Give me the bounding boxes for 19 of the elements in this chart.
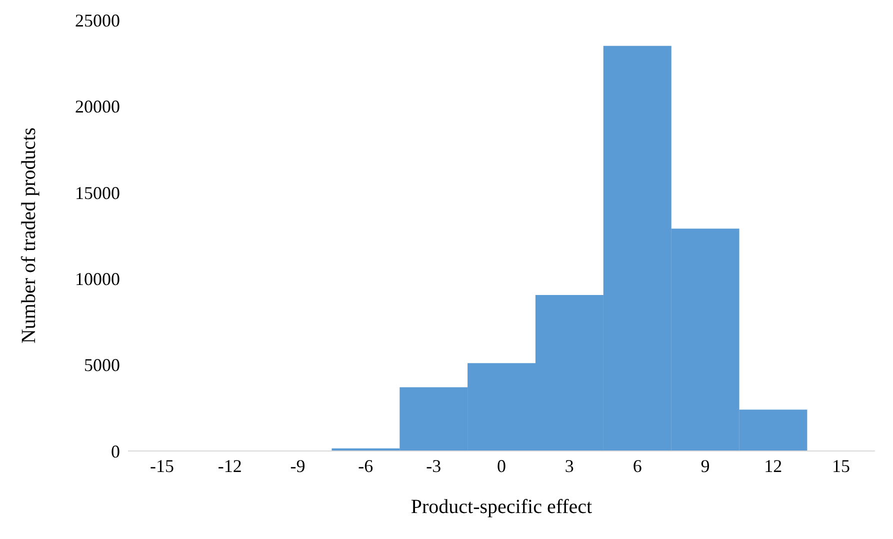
x-tick-label: 12 xyxy=(764,456,782,476)
x-tick-label: -15 xyxy=(150,456,174,476)
x-tick-label: 3 xyxy=(564,456,574,476)
y-tick-label: 25000 xyxy=(75,10,120,30)
y-tick-label: 20000 xyxy=(75,96,120,117)
y-tick-label: 0 xyxy=(111,441,120,462)
x-tick-label: 6 xyxy=(632,456,642,476)
x-axis-title: Product-specific effect xyxy=(410,496,593,518)
x-tick-label: 9 xyxy=(700,456,710,476)
x-tick-label: -9 xyxy=(290,456,306,476)
x-tick-label: 15 xyxy=(832,456,850,476)
y-tick-label: 10000 xyxy=(75,268,120,289)
y-tick-label: 15000 xyxy=(75,182,120,203)
x-tick-label: -12 xyxy=(218,456,242,476)
y-tick-label: 5000 xyxy=(84,355,120,376)
x-tick-label: -3 xyxy=(426,456,442,476)
x-tick-label: -6 xyxy=(358,456,374,476)
y-axis-title: Number of traded products xyxy=(18,127,40,344)
x-tick-label: 0 xyxy=(497,456,506,476)
